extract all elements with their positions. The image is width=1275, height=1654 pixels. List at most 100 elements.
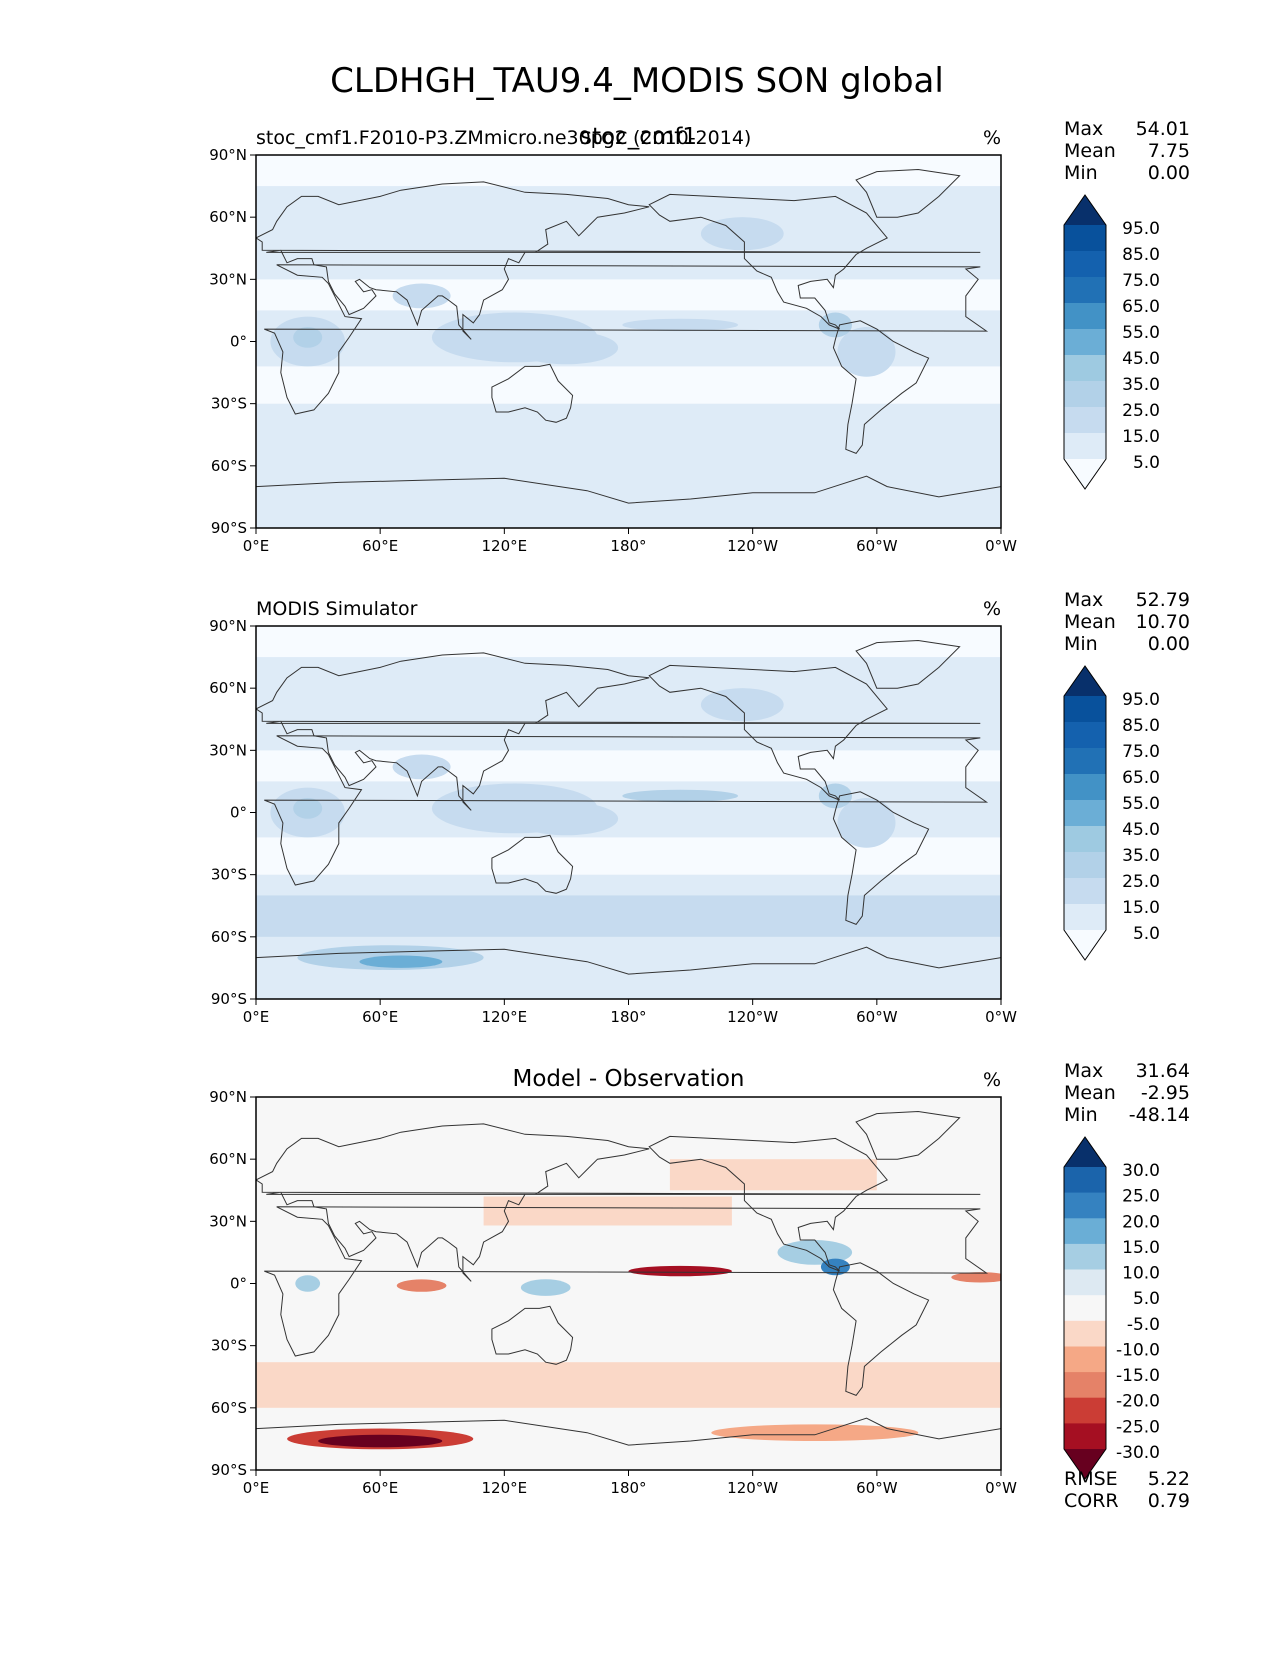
y-tick-label: 60°N [209, 208, 247, 226]
colorbar-tick-label: 15.0 [1122, 1238, 1160, 1258]
colorbar-segment [1064, 1397, 1106, 1424]
field-blob [777, 1240, 853, 1265]
field-band [256, 895, 1001, 937]
colorbar-tick-label: 15.0 [1122, 427, 1160, 447]
x-tick-label: 120°W [727, 537, 778, 555]
x-tick-label: 120°E [482, 537, 528, 555]
colorbar-tick-label: 5.0 [1133, 1289, 1160, 1309]
field-band [669, 1159, 877, 1191]
panel-reference: MODIS Simulator % 0°E 60°E 120°E 180° 120°W 60°… [209, 589, 1190, 1026]
colorbar-segment [1064, 826, 1106, 853]
field-band [256, 837, 1001, 875]
colorbar-segment [1064, 852, 1106, 879]
colorbar-segment [1064, 381, 1106, 408]
colorbar-tick-label: 45.0 [1122, 820, 1160, 840]
stat-label-corr: CORR [1064, 1490, 1119, 1512]
map-field [256, 1097, 1001, 1470]
y-tick-label: 90°N [209, 1088, 247, 1106]
coastline [256, 652, 981, 811]
stat-value-rmse: 5.22 [1148, 1468, 1190, 1490]
y-tick-label: 90°N [209, 146, 247, 164]
colorbar-tick-label: -30.0 [1116, 1443, 1160, 1463]
colorbar-tick-label: 5.0 [1133, 924, 1160, 944]
stat-label-min: Min [1064, 162, 1098, 184]
map-field [256, 155, 1001, 528]
colorbar-segment [1064, 1218, 1106, 1245]
colorbar-segment [1064, 329, 1106, 356]
colorbar-segment [1064, 433, 1106, 460]
colorbar-tick-label: -5.0 [1127, 1315, 1160, 1335]
stat-value-min: 0.00 [1148, 162, 1190, 184]
x-tick-label: 180° [610, 537, 646, 555]
colorbar-segment [1064, 748, 1106, 775]
colorbar-tick-label: 55.0 [1122, 323, 1160, 343]
figure-title: CLDHGH_TAU9.4_MODIS SON global [330, 61, 944, 101]
stat-label-max: Max [1064, 589, 1103, 611]
field-blob [359, 955, 443, 968]
colorbar-segment [1064, 277, 1106, 304]
panel-title-left: MODIS Simulator [256, 598, 418, 620]
stat-value-min: 0.00 [1148, 633, 1190, 655]
coastline [832, 791, 930, 926]
colorbar-outline [1063, 1136, 1107, 1480]
colorbar-outline [1063, 194, 1107, 490]
field-band [256, 688, 1001, 751]
colorbar-tick-label: 15.0 [1122, 898, 1160, 918]
colorbar-segment [1064, 1372, 1106, 1399]
y-tick-label: 0° [230, 1275, 247, 1293]
y-tick-label: 60°N [209, 1150, 247, 1168]
stat-value-max: 52.79 [1136, 589, 1190, 611]
field-blob [392, 754, 451, 780]
field-blob [700, 688, 784, 722]
field-blob [520, 1279, 571, 1296]
colorbar-tick-label: 10.0 [1122, 1264, 1160, 1284]
y-tick-label: 60°N [209, 679, 247, 697]
colorbar-segment [1064, 904, 1106, 931]
colorbar-tick-label: 25.0 [1122, 872, 1160, 892]
y-tick-label: 0° [230, 804, 247, 822]
colorbar-segment [1064, 1346, 1106, 1373]
y-tick-label: 60°S [211, 1399, 247, 1417]
colorbar-extend-max [1064, 195, 1106, 225]
field-blob [293, 327, 323, 348]
x-tick-label: 60°W [856, 1479, 898, 1497]
x-tick-label: 180° [610, 1008, 646, 1026]
coastline [832, 1262, 930, 1397]
colorbar-segment [1064, 407, 1106, 434]
panel-units: % [983, 1069, 1001, 1091]
colorbar: 95.0 85.0 75.0 65.0 55.0 45.0 35.0 25.0 15.0 5.0 [1063, 194, 1160, 490]
field-blob [293, 798, 323, 819]
colorbar-tick-label: 25.0 [1122, 401, 1160, 421]
field-blob [628, 1265, 732, 1277]
y-tick-label: 0° [230, 333, 247, 351]
colorbar-tick-label: 55.0 [1122, 794, 1160, 814]
x-tick-label: 60°E [362, 1008, 398, 1026]
stat-label-mean: Mean [1064, 611, 1116, 633]
colorbar-tick-label: 95.0 [1122, 219, 1160, 239]
y-tick-label: 90°S [211, 990, 247, 1008]
colorbar-tick-label: 25.0 [1122, 1187, 1160, 1207]
x-tick-label: 120°E [482, 1479, 528, 1497]
colorbar-tick-label: 65.0 [1122, 768, 1160, 788]
x-tick-label: 0°E [243, 537, 270, 555]
colorbar-segment [1064, 251, 1106, 278]
colorbar-tick-label: 75.0 [1122, 742, 1160, 762]
stat-label-mean: Mean [1064, 1082, 1116, 1104]
coastline [491, 834, 574, 894]
coastline [491, 363, 574, 423]
coastline [855, 168, 961, 218]
coastline [256, 1123, 981, 1282]
x-tick-label: 0°W [985, 1008, 1017, 1026]
colorbar-segment [1064, 696, 1106, 723]
stat-label-max: Max [1064, 118, 1103, 140]
panel-title-left: stoc_cmf1.F2010-P3.ZMmicro.ne30pg2 (2010… [256, 127, 751, 149]
coastline [256, 475, 1001, 528]
colorbar-segment [1064, 1269, 1106, 1296]
y-tick-label: 90°S [211, 1461, 247, 1479]
y-tick-label: 60°S [211, 928, 247, 946]
y-tick-label: 30°N [209, 270, 247, 288]
stat-label-rmse: RMSE [1064, 1468, 1118, 1490]
field-blob [514, 802, 619, 836]
field-blob [951, 1272, 1001, 1283]
field-band [256, 155, 1001, 187]
